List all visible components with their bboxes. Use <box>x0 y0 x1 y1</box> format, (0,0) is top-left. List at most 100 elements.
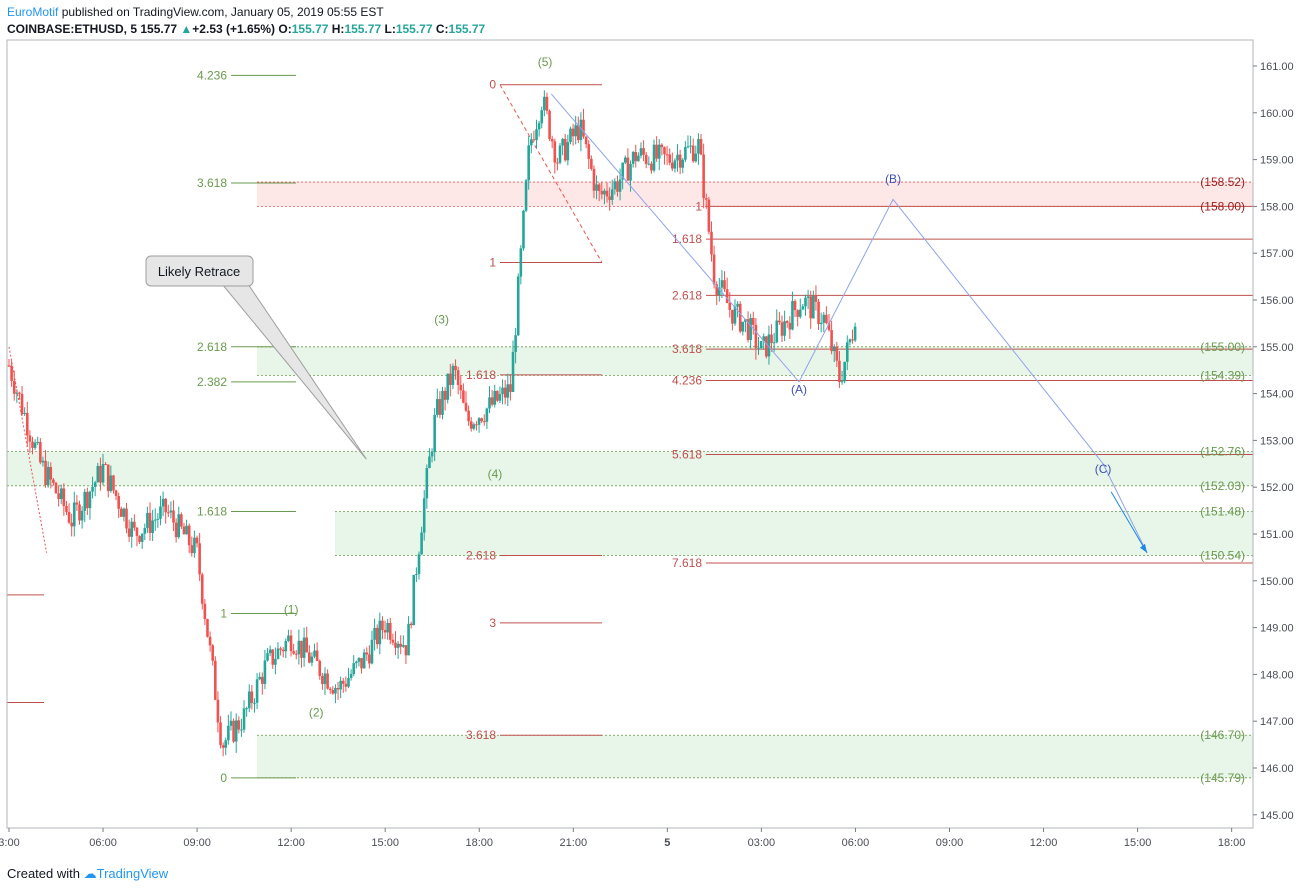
y-tick-label: 161.00 <box>1260 61 1294 73</box>
candle-body <box>268 649 272 654</box>
candles-layer <box>7 90 857 757</box>
x-tick-label: 12:00 <box>1030 837 1058 849</box>
candle-body <box>838 360 841 383</box>
candle-body <box>788 322 792 330</box>
candle-body <box>731 309 734 324</box>
candle-body <box>819 322 823 325</box>
candle-body <box>12 380 16 394</box>
level-label: (151.48) <box>1200 505 1245 519</box>
candle-body <box>339 680 342 690</box>
candle-body <box>660 144 664 148</box>
fib-red-label: 2.618 <box>466 549 496 563</box>
candle-body <box>245 708 248 710</box>
candle-body <box>375 627 379 645</box>
price-change: +2.53 (+1.65%) <box>192 22 276 36</box>
candle-body <box>114 490 118 497</box>
candle-body <box>571 128 575 137</box>
candle-body <box>200 574 204 604</box>
candle-body <box>475 424 478 426</box>
candle-body <box>624 157 627 163</box>
axes-layer: 161.00160.00159.00158.00157.00156.00155.… <box>0 39 1294 849</box>
close-value: 155.77 <box>448 22 486 36</box>
candle-body <box>422 498 426 533</box>
candle-body <box>668 154 671 163</box>
candle-body <box>49 467 53 480</box>
candle-body <box>681 159 685 168</box>
candle-body <box>449 373 452 385</box>
y-tick-label: 145.00 <box>1260 810 1294 822</box>
candle-body <box>328 688 332 690</box>
candle-body <box>603 190 606 195</box>
candle-body <box>394 642 397 648</box>
candle-body <box>783 321 786 336</box>
candle-body <box>399 643 403 647</box>
author-link[interactable]: EuroMotif <box>7 5 59 19</box>
candle-body <box>741 321 745 332</box>
candle-body <box>106 464 110 492</box>
candle-body <box>44 460 47 485</box>
candle-body <box>759 341 763 349</box>
candle-body <box>830 330 833 352</box>
tradingview-logo-icon[interactable]: ☁ <box>83 866 97 881</box>
candle-body <box>506 384 510 398</box>
arrow-head-icon <box>1140 543 1148 553</box>
candle-body <box>704 198 708 200</box>
candle-body <box>86 491 89 509</box>
candle-body <box>639 148 643 156</box>
candle-body <box>778 320 781 323</box>
wave-label: (5) <box>538 55 553 69</box>
candle-body <box>166 512 170 514</box>
y-tick-label: 149.00 <box>1260 623 1294 635</box>
y-tick-label: 155.00 <box>1260 342 1294 354</box>
candle-body <box>712 254 716 285</box>
fib-red-label: 5.618 <box>672 447 702 461</box>
candle-body <box>543 96 546 111</box>
candle-body <box>72 502 76 527</box>
y-tick-label: 151.00 <box>1260 529 1294 541</box>
candle-body <box>206 619 209 637</box>
candle-body <box>258 676 261 680</box>
candle-body <box>498 394 502 401</box>
y-tick-label: 159.00 <box>1260 155 1294 167</box>
tradingview-brand[interactable]: TradingView <box>96 866 169 881</box>
candle-body <box>279 648 282 650</box>
candle-body <box>540 110 544 124</box>
candle-body <box>762 336 766 342</box>
candle-body <box>313 650 316 657</box>
level-label: (155.00) <box>1200 340 1245 354</box>
candle-body <box>605 190 609 197</box>
candle-body <box>775 320 779 343</box>
candle-body <box>689 145 692 147</box>
fib-red-label: 3.618 <box>672 342 702 356</box>
waves-layer: (1) (2) (3) (4) (5) (A) (B) (C) Likely Retrace <box>8 55 1148 720</box>
candle-body <box>15 392 19 394</box>
open-label: O: <box>278 22 292 36</box>
candle-body <box>806 296 810 298</box>
fib-red-label: 0 <box>489 78 496 92</box>
candle-body <box>576 125 580 141</box>
candle-body <box>234 720 238 742</box>
candle-body <box>477 418 481 425</box>
candle-body <box>370 639 374 664</box>
candle-body <box>767 334 771 357</box>
last-price: 155.77 <box>140 22 178 36</box>
candle-body <box>23 412 26 414</box>
candle-body <box>409 623 413 626</box>
candle-body <box>10 365 13 381</box>
candle-body <box>193 537 196 554</box>
candle-body <box>845 342 849 362</box>
candle-body <box>266 653 269 661</box>
candle-body <box>336 687 340 690</box>
candle-body <box>20 393 24 414</box>
fib-green-label: 1.618 <box>197 505 227 519</box>
candle-body <box>349 674 353 679</box>
candle-body <box>699 139 703 155</box>
candle-body <box>618 179 622 192</box>
candle-body <box>793 301 797 311</box>
candle-body <box>347 678 350 687</box>
candle-body <box>368 654 371 664</box>
candle-body <box>509 384 512 392</box>
candle-body <box>663 147 666 155</box>
candle-body <box>36 441 40 443</box>
